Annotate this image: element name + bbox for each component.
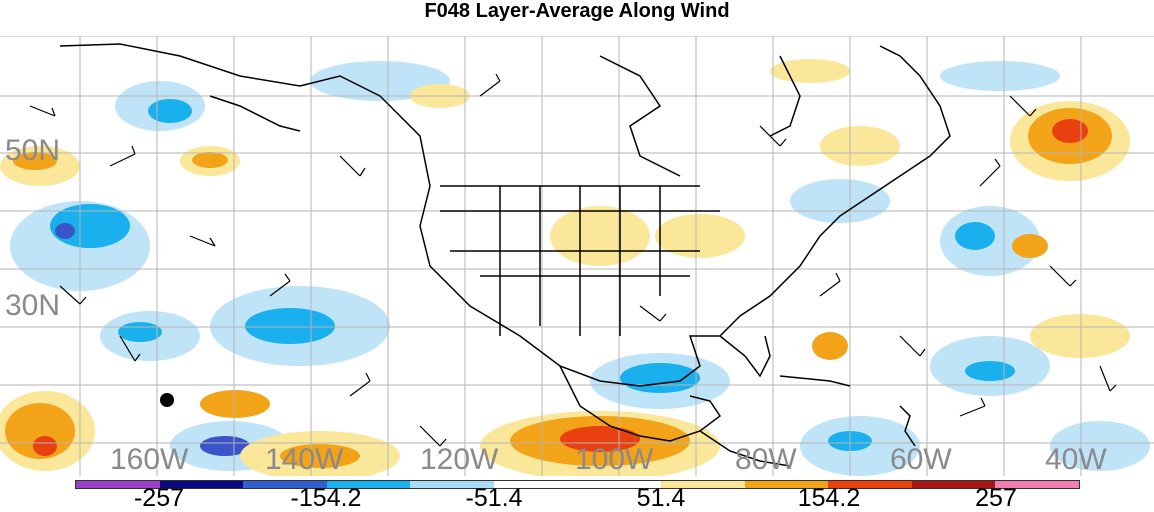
location-marker <box>160 393 174 407</box>
colorbar-label: -154.2 <box>290 484 362 512</box>
colorbar-segment <box>410 481 494 488</box>
shading-layer <box>0 59 1150 476</box>
colorbar-label: -257 <box>133 484 185 512</box>
wind-barbs <box>29 73 1117 447</box>
colorbar-segment <box>661 481 745 488</box>
graticule <box>0 36 1154 476</box>
colorbar-label: 257 <box>975 484 1017 512</box>
map-panel: 50N 30N 160W 140W 120W 100W 80W 60W 40W <box>0 36 1154 476</box>
lon-label-60w: 60W <box>890 443 952 476</box>
lon-label-140w: 140W <box>265 443 344 476</box>
map-title: F048 Layer-Average Along Wind <box>424 0 730 22</box>
colorbar <box>75 480 1080 489</box>
lon-label-80w: 80W <box>735 443 797 476</box>
colorbar-segment <box>995 481 1079 488</box>
colorbar-segment <box>243 481 327 488</box>
lat-label-50n: 50N <box>5 134 61 167</box>
lat-label-30n: 30N <box>5 289 61 322</box>
lon-label-100w: 100W <box>575 443 654 476</box>
colorbar-label: -51.4 <box>465 484 523 512</box>
coastlines <box>59 43 951 467</box>
colorbar-segment <box>76 481 160 488</box>
colorbar-segment <box>828 481 912 488</box>
colorbar-segment <box>744 481 829 488</box>
colorbar-segment <box>326 481 411 488</box>
colorbar-label: 154.2 <box>797 484 861 512</box>
colorbar-segment <box>577 481 662 488</box>
colorbar-label: 51.4 <box>636 484 686 512</box>
colorbar-segment <box>911 481 996 488</box>
lon-label-40w: 40W <box>1045 443 1107 476</box>
colorbar-segment <box>159 481 244 488</box>
colorbar-segment <box>493 481 578 488</box>
map-canvas <box>0 36 1154 476</box>
lon-label-160w: 160W <box>110 443 189 476</box>
lon-label-120w: 120W <box>420 443 499 476</box>
